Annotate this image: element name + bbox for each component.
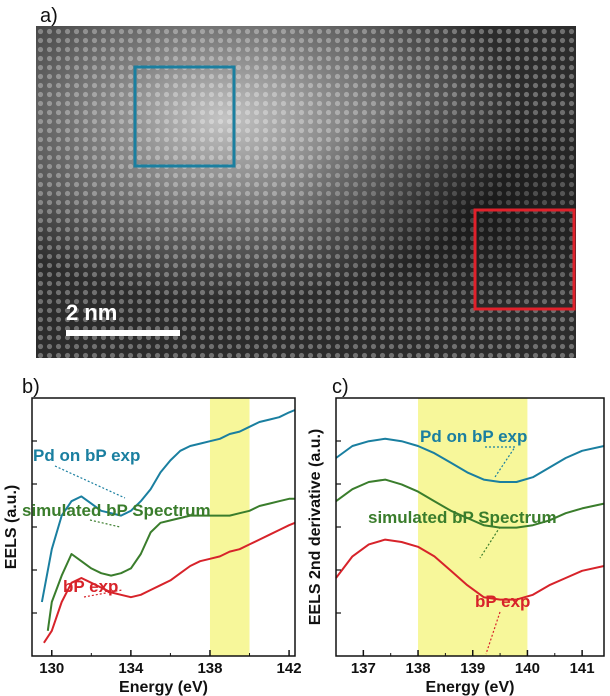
b-annotation-pd-on-bp-exp: Pd on bP exp bbox=[33, 446, 140, 465]
b-xtick-label-142: 142 bbox=[277, 660, 302, 677]
b-annotation-bp-exp: bP exp bbox=[63, 577, 118, 596]
panel-a-letter: a) bbox=[40, 5, 58, 27]
c-series-pd-on-bp-exp bbox=[335, 437, 605, 483]
c-xtick-label-137: 137 bbox=[351, 660, 376, 677]
c-annotation-bp-exp: bP exp bbox=[475, 592, 530, 611]
c-xtick-label-141: 141 bbox=[570, 660, 595, 677]
b-annotation-simulated-bp-spectrum: simulated bP Spectrum bbox=[22, 501, 211, 520]
b-axes-frame bbox=[31, 397, 296, 657]
c-annotation-leader-bp-exp bbox=[485, 611, 501, 655]
b-xtick-label-130: 130 bbox=[39, 660, 64, 677]
c-xtick-label-139: 139 bbox=[460, 660, 485, 677]
b-xtick-label-138: 138 bbox=[197, 660, 222, 677]
chart-c: 137 138 139 140 141 Energy (eV) EELS 2nd deriv… bbox=[307, 397, 605, 696]
b-ylabel: EELS (a.u.) bbox=[3, 485, 20, 569]
scale-bar-label: 2 nm bbox=[66, 300, 117, 325]
b-series-simulated-bp-spectrum bbox=[46, 497, 295, 631]
c-series-simulated-bp-spectrum bbox=[335, 478, 605, 529]
c-ylabel: EELS 2nd derivative (a.u.) bbox=[307, 429, 324, 626]
stem-image bbox=[36, 26, 576, 358]
b-xtick-label-134: 134 bbox=[118, 660, 144, 677]
c-xtick-label-138: 138 bbox=[406, 660, 431, 677]
b-annotation-leader-simulated-bp-spectrum bbox=[89, 519, 121, 528]
c-annotation-simulated-bp-spectrum: simulated bP Spectrum bbox=[368, 508, 557, 527]
b-series-bp-exp bbox=[43, 521, 296, 644]
b-xlabel: Energy (eV) bbox=[119, 679, 208, 696]
pd-region-box bbox=[133, 65, 236, 168]
panel-c-letter: c) bbox=[332, 376, 349, 398]
c-xtick-label-140: 140 bbox=[515, 660, 540, 677]
b-highlight-band bbox=[209, 398, 250, 656]
scale-bar bbox=[66, 330, 180, 336]
b-annotation-leader-pd-on-bp-exp bbox=[54, 465, 126, 499]
panel-b-letter: b) bbox=[22, 376, 40, 398]
b-series-pd-on-bp-exp bbox=[40, 409, 296, 603]
chart-b: 130 134 138 142 Energy (eV) EELS (a.u.) Pd on … bbox=[3, 397, 302, 696]
bp-region-box bbox=[473, 208, 576, 311]
c-series-bp-exp bbox=[335, 538, 605, 601]
b-annotation-leader-bp-exp bbox=[83, 589, 123, 598]
c-annotation-pd-on-bp-exp: Pd on bP exp bbox=[420, 427, 527, 446]
c-annotation-leader-pd-on-bp-exp bbox=[485, 446, 517, 478]
c-xlabel: Energy (eV) bbox=[426, 679, 515, 696]
